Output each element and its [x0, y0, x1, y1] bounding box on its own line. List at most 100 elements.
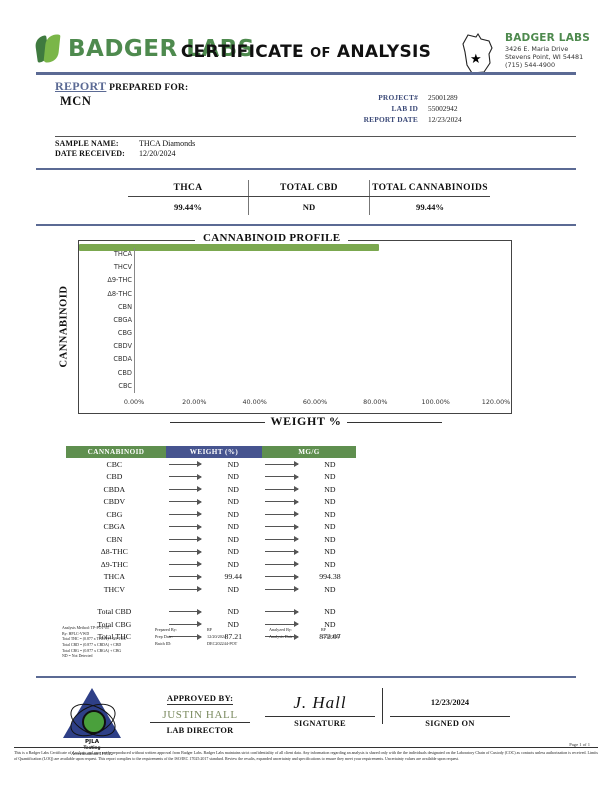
row-name: CBGA: [103, 522, 126, 532]
row-name: Δ9-THC: [100, 559, 128, 569]
arrow-to-weight: [163, 536, 207, 543]
chart-x-tick: 100.00%: [421, 398, 450, 406]
row-mgg: ND: [324, 472, 336, 482]
signature-divider: [382, 688, 383, 724]
arrow-to-weight: [163, 608, 207, 615]
prep-value2: 12/20/2024: [321, 634, 341, 640]
arrow-to-mgg: [259, 633, 303, 640]
summary-header-row: THCA TOTAL CBD TOTAL CANNABINOIDS: [128, 180, 490, 196]
chart-bar-row: [79, 360, 511, 373]
row-weight: ND: [227, 534, 239, 544]
total-row: Total CBG ND ND: [66, 618, 356, 631]
arrow-to-weight: [163, 561, 207, 568]
row-weight: ND: [227, 607, 239, 617]
row-name: Δ8-THC: [100, 547, 128, 557]
col-weight: WEIGHT (%): [166, 446, 262, 458]
meta-row: PROJECT# 25001289: [300, 93, 540, 102]
row-name: THCA: [103, 572, 125, 582]
chart-x-tick: 40.00%: [242, 398, 267, 406]
arrow-to-weight: [163, 461, 207, 468]
prep-key: Batch ID:: [155, 641, 172, 647]
row-weight: ND: [227, 484, 239, 494]
arrow-to-weight: [163, 498, 207, 505]
arrow-to-weight: [163, 586, 207, 593]
row-weight: ND: [227, 619, 239, 629]
chart-bar-row: [79, 294, 511, 307]
signed-on-caption: SIGNED ON: [425, 719, 475, 728]
section-divider-1: [36, 168, 576, 171]
table-row: Δ8-THC ND ND: [66, 546, 356, 559]
arrow-to-weight: [163, 573, 207, 580]
cannabinoid-chart: [78, 240, 512, 414]
arrow-to-mgg: [259, 473, 303, 480]
meta-key: PROJECT#: [378, 93, 418, 102]
arrow-to-mgg: [259, 548, 303, 555]
sample-name-row: SAMPLE NAME: THCA Diamonds: [55, 139, 195, 148]
address-text: BADGER LABS 3426 E. Maria Drive Stevens …: [505, 32, 590, 69]
summary-table: THCA TOTAL CBD TOTAL CANNABINOIDS 99.44% ND…: [128, 180, 490, 215]
address-city: Stevens Point, WI 54481: [505, 53, 584, 62]
footnote-line: Analysis Method: TP-POT-05: [62, 626, 109, 630]
row-weight: 99.44: [224, 572, 243, 582]
table-row: THCV ND ND: [66, 583, 356, 596]
arrow-to-weight: [163, 486, 207, 493]
prep-key2: [269, 640, 321, 647]
results-header: CANNABINOID WEIGHT (%) MG/G: [66, 446, 356, 458]
client-name: MCN: [60, 94, 92, 108]
prep-key2: Analyzed By:: [269, 627, 293, 632]
chart-y-tick: CBGA: [113, 315, 132, 324]
arrow-to-mgg: [259, 586, 303, 593]
chart-y-tick: CBDA: [113, 355, 132, 364]
report-meta: PROJECT# 25001289 LAB ID 55002942 REPORT DAT…: [300, 93, 540, 127]
chart-y-tick: THCA: [113, 250, 132, 258]
chart-bar-row: [79, 254, 511, 267]
row-name: THCV: [103, 584, 125, 594]
row-name: CBDV: [103, 497, 126, 507]
meta-key: LAB ID: [391, 104, 418, 114]
meta-key: REPORT DATE: [363, 115, 418, 125]
footnote-line: Total CBD = (0.877 x CBDA) + CBD: [62, 642, 122, 647]
col-mgg: MG/G: [262, 446, 356, 458]
arrow-to-weight: [163, 511, 207, 518]
meta-row: LAB ID 55002942: [300, 104, 540, 113]
row-weight: ND: [227, 472, 239, 482]
row-name: CBN: [106, 534, 123, 544]
chart-y-tick: CBC: [118, 381, 132, 390]
page-header: BADGER LABS CERTIFICATE OF ANALYSIS ★ BA…: [0, 14, 612, 76]
report-word: REPORT: [55, 79, 107, 93]
sample-info: SAMPLE NAME: THCA Diamonds DATE RECEIVED…: [55, 139, 195, 159]
chart-bar-row: [79, 241, 511, 254]
summary-value-cell: 99.44%: [174, 202, 202, 212]
col-cannabinoid: CANNABINOID: [66, 446, 166, 458]
header-divider: [36, 72, 576, 75]
chart-bar-row: [79, 307, 511, 320]
pjla-name: PJLA: [84, 739, 100, 745]
chart-bar: [79, 244, 379, 251]
summary-value-cell: ND: [248, 197, 369, 215]
star-icon: ★: [470, 51, 482, 66]
row-weight: ND: [227, 509, 239, 519]
chart-bar-row: [79, 281, 511, 294]
chart-y-axis-label: CANNABINOID: [58, 285, 70, 367]
date-received-label: DATE RECEIVED:: [55, 149, 125, 158]
pjla-accreditation: PJLA Testing Accreditation# 115522: [55, 688, 129, 756]
summary-rule: [128, 196, 490, 197]
table-row: CBDV ND ND: [66, 496, 356, 509]
chart-x-tick: 0.00%: [123, 398, 145, 406]
arrow-to-mgg: [259, 523, 303, 530]
chart-x-tick: 20.00%: [182, 398, 207, 406]
page-number: Page 1 of 1: [569, 742, 590, 747]
footnote-line: By: HPLC-VWD: [62, 631, 90, 636]
date-received-row: DATE RECEIVED: 12/20/2024: [55, 149, 195, 158]
meta-divider: [55, 136, 576, 137]
prep-row: Batch ID: DEC202244-POT: [155, 640, 383, 647]
approved-by-label: APPROVED BY:: [166, 693, 234, 705]
table-row: THCA 99.44 994.38: [66, 571, 356, 584]
approval-block: APPROVED BY: JUSTIN HALL LAB DIRECTOR: [150, 688, 250, 735]
section-divider-2: [36, 224, 576, 227]
arrow-to-mgg: [259, 486, 303, 493]
table-row: Δ9-THC ND ND: [66, 558, 356, 571]
arrow-to-mgg: [259, 561, 303, 568]
prep-row: Prepared By: RF Analyzed By: RF: [155, 626, 383, 633]
row-name: Total CBG: [97, 619, 132, 629]
